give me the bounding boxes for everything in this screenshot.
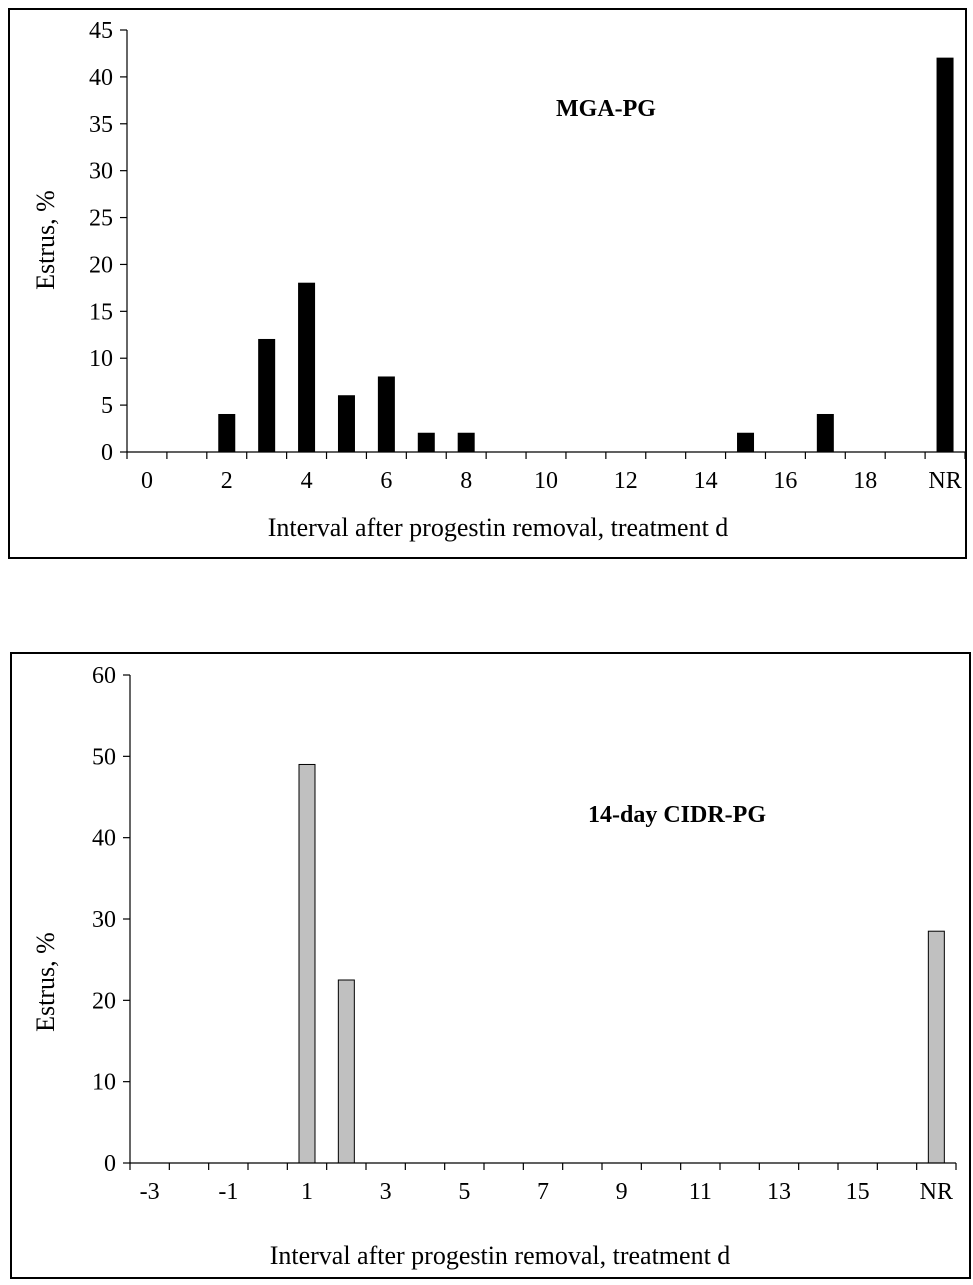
bar-NR xyxy=(927,930,945,1164)
x-tick-label: 11 xyxy=(689,1179,712,1205)
y-tick-label: 0 xyxy=(104,1151,116,1177)
x-axis-label: Interval after progestin removal, treatm… xyxy=(268,513,729,542)
y-ticks-group: 0 10 20 30 40 50 60 xyxy=(92,663,130,1177)
x-tick-label: 13 xyxy=(767,1179,791,1205)
bar-5 xyxy=(337,395,355,453)
bar-7 xyxy=(417,432,435,453)
x-tick-label: 7 xyxy=(537,1179,549,1205)
x-ticks-group: 0 2 4 6 8 10 12 14 16 18 NR xyxy=(126,452,966,494)
chart-panel-mga-pg: 0 5 10 15 20 25 30 35 40 45 0 2 4 6 8 10 12 14 16 18 NR MGA… xyxy=(8,8,967,559)
y-tick-label: 50 xyxy=(92,744,116,770)
x-tick-label: 0 xyxy=(141,468,153,494)
chart-annotation: MGA-PG xyxy=(556,96,656,122)
x-tick-label: 16 xyxy=(773,468,797,494)
bar-NR xyxy=(936,57,954,453)
x-tick-label: 10 xyxy=(534,468,558,494)
y-tick-label: 10 xyxy=(92,1070,116,1096)
y-tick-label: 25 xyxy=(89,206,113,232)
y-tick-label: 35 xyxy=(89,112,113,138)
x-tick-label: 5 xyxy=(458,1179,470,1205)
bar-4 xyxy=(298,282,316,453)
bar-17 xyxy=(816,413,834,453)
x-tick-label: 18 xyxy=(853,468,877,494)
x-tick-label: 6 xyxy=(380,468,392,494)
y-tick-label: 45 xyxy=(89,18,113,44)
y-tick-label: 30 xyxy=(89,159,113,185)
y-tick-label: 20 xyxy=(92,988,116,1014)
bar-15 xyxy=(737,432,755,453)
x-tick-label: 12 xyxy=(614,468,638,494)
y-ticks-group: 0 5 10 15 20 25 30 35 40 45 xyxy=(89,18,127,466)
chart-annotation: 14-day CIDR-PG xyxy=(588,802,766,828)
chart-mga-pg: 0 5 10 15 20 25 30 35 40 45 0 2 4 6 8 10 12 14 16 18 NR MGA… xyxy=(31,18,966,542)
x-tick-label: NR xyxy=(920,1179,953,1205)
x-ticks-group: -3 -1 1 3 5 7 9 11 13 15 NR xyxy=(129,1163,957,1205)
bar-2 xyxy=(337,979,355,1164)
x-tick-label: 14 xyxy=(694,468,718,494)
x-tick-label: 8 xyxy=(460,468,472,494)
y-tick-label: 15 xyxy=(89,299,113,325)
bar-3 xyxy=(258,338,276,453)
y-tick-label: 40 xyxy=(92,826,116,852)
x-tick-label: -1 xyxy=(218,1179,238,1205)
y-axis-label: Estrus, % xyxy=(31,190,60,290)
bar-8 xyxy=(457,432,475,453)
bar-2 xyxy=(218,413,236,453)
y-tick-label: 60 xyxy=(92,663,116,689)
bars-group xyxy=(218,57,954,453)
x-tick-label: 2 xyxy=(221,468,233,494)
bar-6 xyxy=(377,376,395,453)
y-tick-label: 0 xyxy=(101,440,113,466)
x-tick-label: -3 xyxy=(140,1179,160,1205)
x-tick-label: 4 xyxy=(301,468,313,494)
x-tick-label: 3 xyxy=(380,1179,392,1205)
y-tick-label: 40 xyxy=(89,65,113,91)
x-tick-label: NR xyxy=(928,468,961,494)
y-tick-label: 10 xyxy=(89,346,113,372)
chart-panel-cidr-pg: 0 10 20 30 40 50 60 -3 -1 1 3 5 7 9 11 13 15 NR 14-day C… xyxy=(10,652,971,1279)
y-tick-label: 5 xyxy=(101,393,113,419)
x-tick-label: 1 xyxy=(301,1179,313,1205)
y-axis-label: Estrus, % xyxy=(31,932,60,1032)
x-tick-label: 15 xyxy=(846,1179,870,1205)
y-tick-label: 30 xyxy=(92,907,116,933)
x-tick-label: 9 xyxy=(616,1179,628,1205)
x-axis-label: Interval after progestin removal, treatm… xyxy=(270,1241,731,1270)
bars-group xyxy=(298,763,945,1164)
bar-1 xyxy=(298,763,316,1164)
y-tick-label: 20 xyxy=(89,252,113,278)
